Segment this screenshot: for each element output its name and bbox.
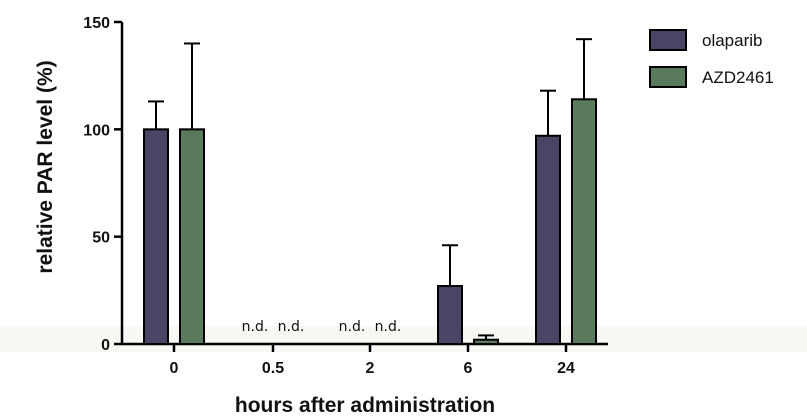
y-tick-label: 100 (83, 122, 110, 139)
not-detected-label: n.d. (278, 319, 305, 335)
bar-AZD2461 (571, 98, 597, 345)
y-tick-label: 50 (92, 230, 110, 247)
bar-olaparib (437, 285, 463, 346)
x-tick-label: 0 (170, 360, 179, 377)
x-tick-label: 24 (557, 360, 575, 377)
y-axis-title: relative PAR level (%) (34, 60, 57, 273)
legend-label: AZD2461 (702, 68, 774, 87)
baseline-shade (0, 326, 807, 352)
x-tick-label: 0.5 (262, 360, 284, 377)
x-tick-label: 6 (464, 360, 473, 377)
bar-AZD2461 (473, 338, 499, 345)
not-detected-label: n.d. (339, 319, 366, 335)
x-tick-label: 2 (366, 360, 375, 377)
not-detected-label: n.d. (242, 319, 269, 335)
x-axis-title: hours after administration (235, 394, 495, 417)
y-tick-label: 0 (101, 337, 110, 354)
legend-label: olaparib (702, 31, 763, 50)
y-tick-label: 150 (83, 15, 110, 32)
bar-olaparib (143, 128, 169, 345)
bar-olaparib (535, 134, 561, 345)
bar-AZD2461 (179, 128, 205, 345)
legend-swatch (649, 29, 687, 51)
not-detected-label: n.d. (375, 319, 402, 335)
legend-swatch (649, 66, 687, 88)
